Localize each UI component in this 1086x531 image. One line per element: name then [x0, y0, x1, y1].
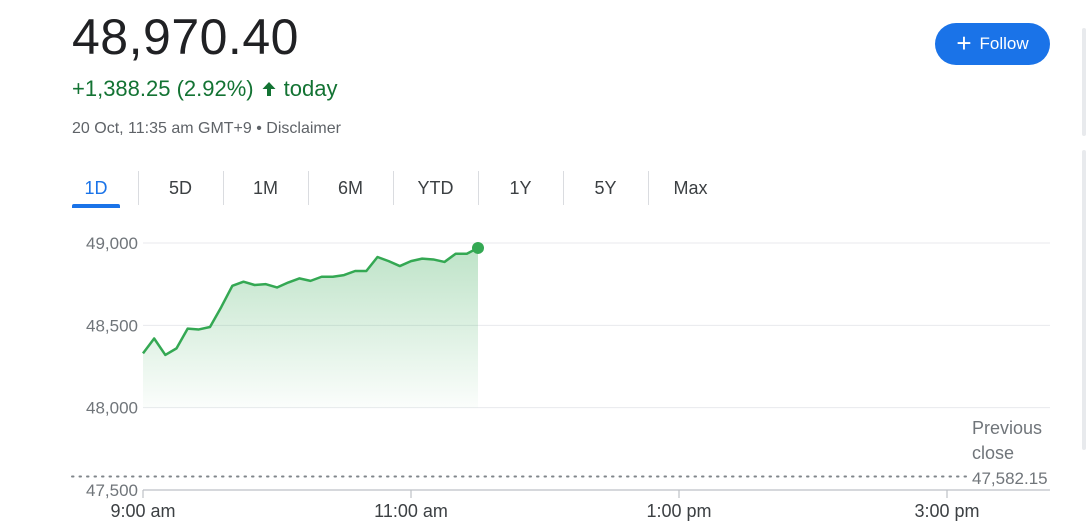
- follow-label: Follow: [979, 34, 1029, 53]
- plus-icon: +: [956, 28, 972, 58]
- y-tick-label: 49,000: [86, 234, 138, 253]
- change-value: +1,388.25 (2.92%): [72, 76, 254, 101]
- tab-6m[interactable]: 6M: [308, 170, 393, 206]
- quote-meta: 20 Oct, 11:35 am GMT+9 • Disclaimer: [72, 120, 341, 138]
- x-tick-label: 11:00 am: [374, 501, 448, 521]
- previous-close-label: close: [972, 443, 1014, 463]
- tab-5y[interactable]: 5Y: [563, 170, 648, 206]
- tab-1y[interactable]: 1Y: [478, 170, 563, 206]
- range-tabs: 1D 5D 1M 6M YTD 1Y 5Y Max: [72, 170, 733, 210]
- y-tick-label: 48,500: [86, 316, 138, 335]
- follow-button[interactable]: + Follow: [935, 23, 1050, 65]
- arrow-up-icon: [262, 82, 276, 96]
- quote-timestamp: 20 Oct, 11:35 am GMT+9: [72, 120, 252, 137]
- x-tick-label: 9:00 am: [110, 501, 175, 521]
- meta-separator: •: [251, 120, 267, 137]
- current-value-dot: [472, 241, 484, 254]
- tab-1d[interactable]: 1D: [72, 170, 120, 208]
- tab-ytd[interactable]: YTD: [393, 170, 478, 206]
- y-tick-label: 48,000: [86, 399, 138, 418]
- change-period: today: [283, 76, 338, 101]
- tab-max[interactable]: Max: [648, 170, 733, 206]
- side-panel-edge-lower: [1082, 150, 1086, 450]
- tab-5d[interactable]: 5D: [138, 170, 223, 206]
- tab-1m[interactable]: 1M: [223, 170, 308, 206]
- x-tick-label: 1:00 pm: [646, 501, 711, 521]
- price-change: +1,388.25 (2.92%) today: [72, 76, 337, 102]
- side-panel-edge: [1082, 28, 1086, 136]
- current-price: 48,970.40: [72, 9, 299, 65]
- previous-close-value: 47,582.15: [972, 469, 1048, 488]
- y-tick-label: 47,500: [86, 481, 138, 500]
- disclaimer-link[interactable]: Disclaimer: [266, 120, 341, 137]
- previous-close-label: Previous: [972, 418, 1042, 438]
- series-area: [143, 247, 478, 408]
- x-tick-label: 3:00 pm: [914, 501, 979, 521]
